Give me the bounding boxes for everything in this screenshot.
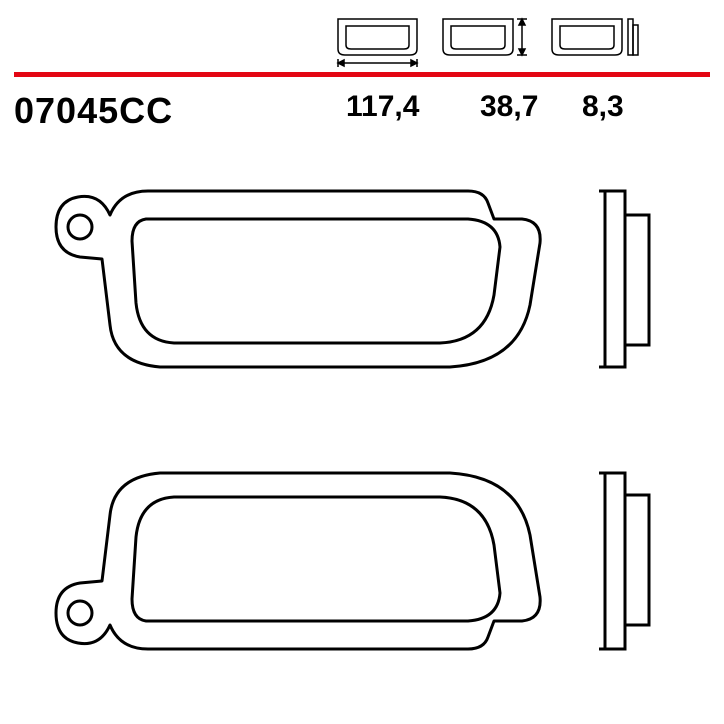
technical-drawing (50, 185, 680, 685)
brake-pad-front-view-mirror-icon (50, 445, 570, 655)
spec-row: 07045CC 117,4 38,7 8,3 (14, 90, 710, 132)
brake-pad-side-view-mirror-icon (595, 445, 665, 655)
dimension-height: 38,7 (480, 90, 538, 124)
dimension-width: 117,4 (346, 90, 419, 124)
width-dimension-icon (330, 15, 425, 73)
brake-pad-top (50, 185, 680, 400)
thickness-dimension-icon (548, 15, 643, 73)
accent-separator (14, 72, 710, 77)
dimension-thickness: 8,3 (582, 90, 624, 124)
height-dimension-icon (439, 15, 534, 73)
part-number: 07045CC (14, 90, 173, 132)
brake-pad-bottom (50, 445, 680, 660)
dimension-icons-row (330, 15, 643, 73)
brake-pad-side-view-icon (595, 185, 665, 395)
brake-pad-front-view-icon (50, 185, 570, 395)
